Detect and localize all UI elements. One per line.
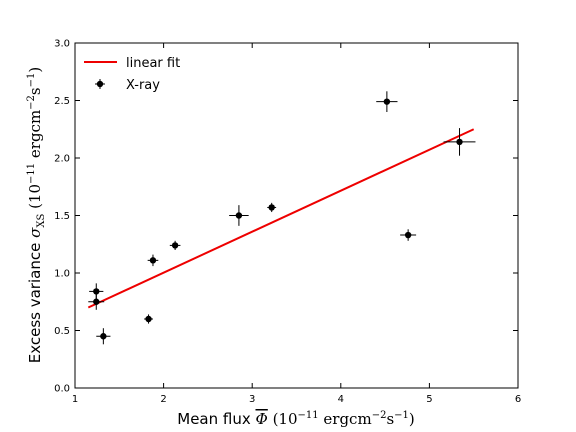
x-tick-label: 2 (160, 394, 166, 405)
y-tick-label: 0.0 (54, 384, 70, 395)
y-tick-label: 1.5 (54, 211, 70, 222)
data-point (235, 212, 243, 219)
y-tick-label: 3.0 (54, 39, 70, 50)
plot-area: 1 2 3 4 5 6 0.0 0.5 1.0 1.5 2.0 2.5 3.0 linear fit X-r… (54, 39, 521, 406)
x-tick-label: 1 (72, 394, 78, 405)
legend-xray-label: X-ray (126, 78, 160, 93)
x-tick-label: 4 (338, 394, 344, 405)
data-point (149, 257, 157, 264)
data-point (383, 98, 391, 105)
y-tick-label: 1.0 (54, 269, 70, 280)
data-point (404, 231, 412, 239)
x-axis-label: Mean flux Φ (10−11 ergcm−2s−1) (177, 410, 415, 428)
y-axis-label: Excess variance σXS (10−11 ergcm−2s−1) (26, 67, 47, 363)
data-point (268, 204, 275, 211)
legend-xray-marker (96, 80, 104, 88)
data-point (93, 288, 100, 295)
data-point (145, 315, 152, 323)
y-tick-label: 2.5 (54, 96, 70, 107)
legend-fit-label: linear fit (126, 56, 180, 71)
data-point (100, 333, 107, 340)
y-tick-label: 2.0 (54, 154, 70, 165)
data-point (171, 242, 179, 249)
x-tick-label: 3 (249, 394, 255, 405)
data-point (456, 138, 463, 146)
fit-line (87, 128, 475, 309)
x-tick-label: 6 (515, 394, 521, 405)
y-tick-label: 0.5 (54, 326, 70, 337)
plot-frame (74, 42, 519, 389)
x-tick-label: 5 (426, 394, 432, 405)
data-point (93, 298, 100, 305)
